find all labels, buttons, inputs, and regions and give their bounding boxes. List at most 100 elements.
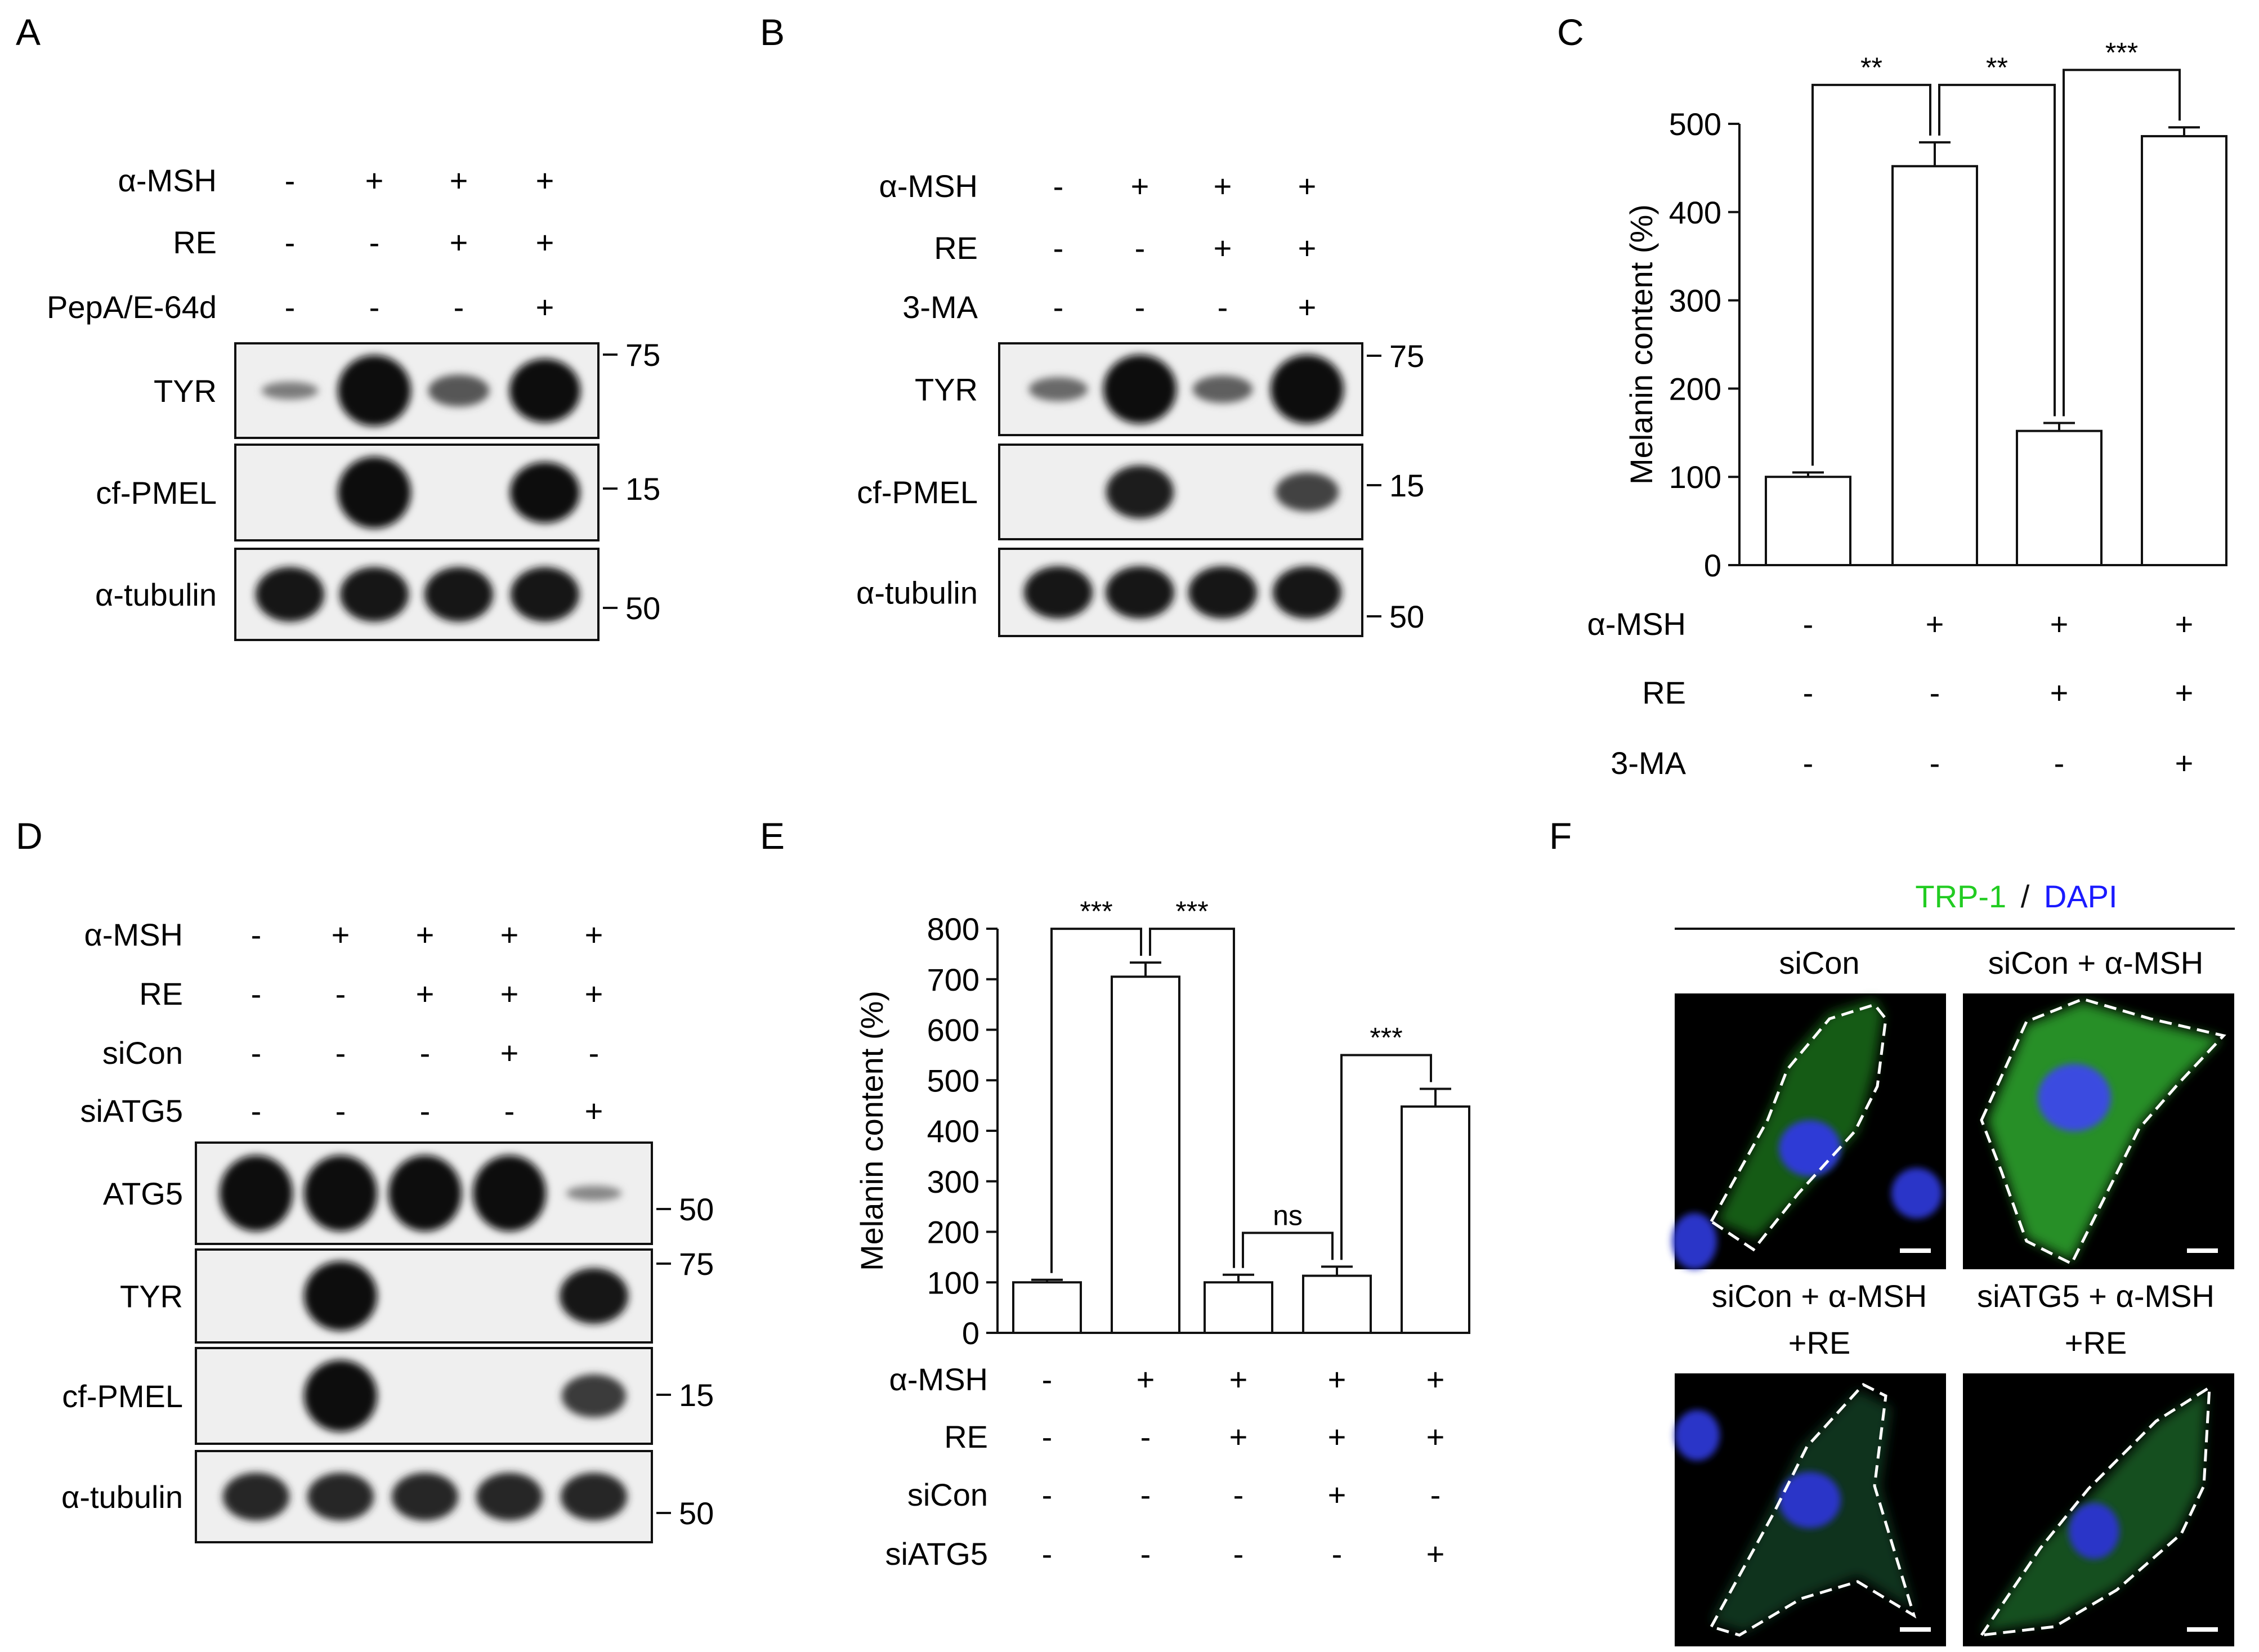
condition-label: α-MSH: [84, 917, 183, 952]
blot-band: [561, 1374, 627, 1418]
condition-sign: -: [1042, 1419, 1053, 1454]
condition-sign: +: [1229, 1419, 1248, 1454]
significance-bracket: [1149, 928, 1235, 1268]
condition-sign: +: [365, 163, 384, 198]
blot-label: cf-PMEL: [96, 475, 217, 511]
blot-band: [304, 1261, 377, 1331]
condition-sign: -: [1042, 1536, 1053, 1572]
bar: [2141, 135, 2227, 566]
significance-bracket: [1811, 83, 1931, 466]
condition-sign: +: [500, 917, 519, 952]
bar: [1891, 165, 1978, 567]
condition-label: siATG5: [80, 1093, 183, 1129]
condition-sign: +: [500, 1035, 519, 1071]
condition-sign: +: [536, 289, 554, 325]
condition-sign: +: [1328, 1419, 1347, 1454]
bar: [1765, 476, 1851, 567]
condition-sign: -: [2054, 745, 2065, 781]
blot-band: [261, 382, 319, 400]
condition-sign: -: [1053, 168, 1064, 204]
significance-label: **: [1986, 52, 2008, 83]
blot-band: [1272, 566, 1342, 619]
bar: [1401, 1105, 1470, 1335]
cell-outline: [1709, 1382, 1917, 1637]
significance-label: ***: [2105, 37, 2138, 68]
blot-band: [1271, 355, 1344, 424]
condition-sign: -: [1140, 1419, 1151, 1454]
if-label-3-line1: siCon + α-MSH: [1712, 1278, 1927, 1314]
condition-sign: -: [251, 1093, 262, 1129]
condition-sign: -: [1430, 1477, 1441, 1512]
blot-band: [1106, 465, 1174, 519]
condition-sign: -: [369, 225, 380, 260]
blot-band: [1028, 377, 1088, 401]
blot-band: [476, 1472, 543, 1521]
condition-sign: +: [1328, 1362, 1347, 1397]
y-tick-label: 200: [1669, 371, 1721, 406]
condition-sign: +: [1426, 1536, 1445, 1572]
blot-band: [304, 1360, 377, 1432]
y-tick-label: 600: [927, 1013, 979, 1048]
condition-sign: -: [1803, 606, 1814, 642]
condition-label: RE: [944, 1419, 988, 1454]
condition-label: RE: [934, 230, 978, 266]
condition-sign: +: [1137, 1362, 1155, 1397]
condition-sign: +: [536, 163, 554, 198]
blot-band: [391, 1472, 459, 1521]
y-tick-label: 300: [1669, 283, 1721, 319]
blot-label: α-tubulin: [856, 575, 978, 611]
condition-sign: -: [1803, 745, 1814, 781]
condition-sign: +: [1328, 1477, 1347, 1512]
bar: [2016, 429, 2103, 566]
significance-label: ***: [1080, 896, 1112, 927]
condition-sign: -: [504, 1093, 515, 1129]
trp1-label: TRP-1: [1915, 879, 2006, 914]
marker-label: 15: [1389, 468, 1424, 503]
condition-sign: -: [1053, 289, 1064, 325]
panel-letter-d: D: [16, 815, 43, 857]
condition-sign: +: [2175, 675, 2194, 710]
marker-label: 50: [679, 1192, 714, 1227]
condition-sign: +: [450, 225, 468, 260]
significance-label: ***: [1370, 1022, 1402, 1054]
y-tick-label: 500: [927, 1063, 979, 1098]
condition-sign: -: [1042, 1477, 1053, 1512]
condition-sign: +: [1298, 289, 1317, 325]
significance-bracket: [1050, 928, 1142, 1273]
blot-band: [509, 359, 581, 423]
marker-label: 75: [625, 337, 660, 373]
blot-band: [559, 1268, 629, 1324]
blot-band: [1275, 472, 1339, 512]
condition-label: α-MSH: [879, 168, 978, 204]
condition-sign: +: [585, 976, 603, 1011]
significance-label: ***: [1175, 896, 1208, 927]
blot-band: [424, 567, 494, 622]
blot-label: α-tubulin: [95, 577, 217, 612]
condition-sign: -: [1803, 675, 1814, 710]
condition-sign: +: [1426, 1419, 1445, 1454]
condition-sign: -: [589, 1035, 600, 1071]
condition-sign: -: [1218, 289, 1228, 325]
condition-sign: -: [420, 1093, 431, 1129]
if-label-3-line2: +RE: [1788, 1325, 1851, 1360]
blot-band: [339, 567, 409, 622]
condition-sign: -: [1233, 1536, 1244, 1572]
blot-band: [307, 1472, 374, 1521]
blot-band: [566, 1185, 622, 1201]
condition-sign: +: [1298, 230, 1317, 266]
condition-label: α-MSH: [889, 1362, 988, 1397]
significance-label: ns: [1273, 1199, 1303, 1231]
condition-sign: +: [1926, 606, 1944, 642]
y-tick-label: 300: [927, 1164, 979, 1199]
y-tick-label: 200: [927, 1215, 979, 1250]
condition-sign: +: [1229, 1362, 1248, 1397]
condition-sign: -: [1930, 745, 1940, 781]
blot-band: [304, 1155, 377, 1232]
blot-label: cf-PMEL: [857, 474, 978, 510]
significance-label: **: [1860, 52, 1882, 83]
y-tick-label: 800: [927, 911, 979, 947]
condition-sign: -: [251, 1035, 262, 1071]
marker-label: 15: [625, 471, 660, 507]
blot-band: [255, 567, 325, 622]
